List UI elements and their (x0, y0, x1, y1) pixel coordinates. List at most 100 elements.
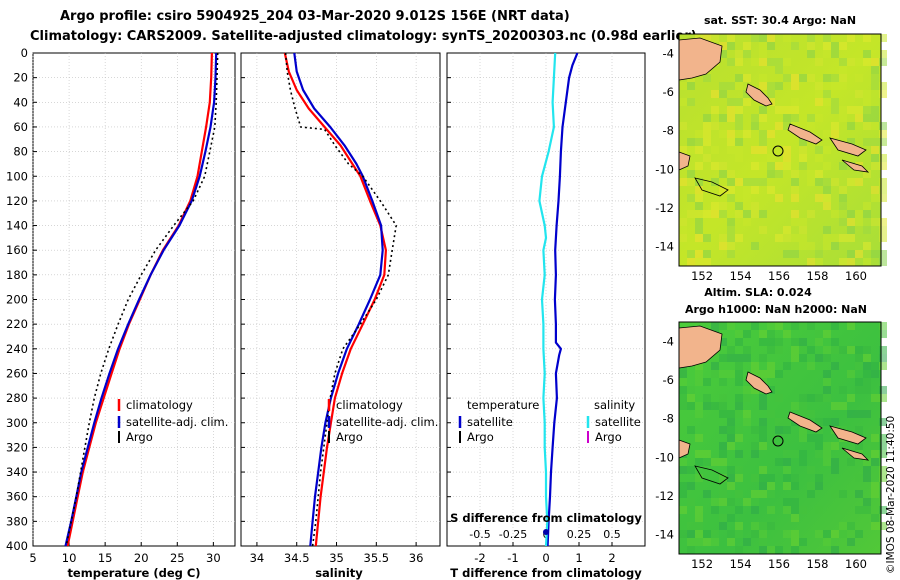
land-mass-solomons-2 (829, 137, 867, 157)
map-cell (743, 186, 751, 194)
map-cell (759, 130, 767, 138)
map-cell (791, 82, 799, 90)
map-cell (855, 178, 863, 186)
map-cell (679, 218, 687, 226)
map-cell (743, 74, 751, 82)
map-cell (815, 170, 823, 178)
map-cell (719, 130, 727, 138)
map-cell (807, 362, 815, 370)
land-mass-solomons-3 (841, 447, 870, 461)
map-cell (871, 194, 879, 202)
map-cell (735, 354, 743, 362)
map-cell (855, 354, 863, 362)
map-cell (815, 258, 823, 266)
map-cell (727, 426, 735, 434)
map-cell (719, 410, 727, 418)
map-cell (767, 370, 775, 378)
map-cell (863, 34, 871, 42)
map-cell (871, 362, 879, 370)
map-cell (767, 482, 775, 490)
map-cell (791, 514, 799, 522)
map-cell (879, 186, 887, 194)
map-cell (679, 226, 687, 234)
map-cell (871, 114, 879, 122)
map-cell (855, 218, 863, 226)
map-cell (871, 458, 879, 466)
map-cell (767, 170, 775, 178)
map-cell (815, 82, 823, 90)
map-cell (831, 530, 839, 538)
map-cell (863, 498, 871, 506)
map-cell (759, 146, 767, 154)
map-cell (871, 490, 879, 498)
map-cell (807, 466, 815, 474)
legend-s-argo-label: Argo (595, 430, 622, 444)
map-cell (791, 354, 799, 362)
map-cell (783, 458, 791, 466)
map-cell (735, 490, 743, 498)
map-cell (727, 186, 735, 194)
map-cell (679, 530, 687, 538)
map-cell (783, 362, 791, 370)
y-tick-label: 260 (6, 366, 28, 380)
map-cell (719, 458, 727, 466)
map-cell (823, 50, 831, 58)
map-cell (799, 354, 807, 362)
map-cell (695, 186, 703, 194)
map-cell (759, 114, 767, 122)
map-cell (823, 74, 831, 82)
map-cell (719, 210, 727, 218)
map-cell (679, 490, 687, 498)
map-cell (847, 394, 855, 402)
map-cell (879, 226, 887, 234)
map-cell (751, 242, 759, 250)
map-cell (743, 202, 751, 210)
x-tick-label: 10 (62, 551, 77, 565)
sla-map-tick-labels: 152 154 156 158 160 -4 -6 -8 -10 -12 -14 (655, 334, 867, 571)
map-cell (863, 226, 871, 234)
map-cell (847, 322, 855, 330)
map-cell (727, 106, 735, 114)
map-cell (735, 402, 743, 410)
map-cell (807, 242, 815, 250)
map-cell (695, 474, 703, 482)
map-cell (767, 330, 775, 338)
map-cell (719, 442, 727, 450)
map-cell (751, 490, 759, 498)
map-cell (727, 434, 735, 442)
map-cell (831, 338, 839, 346)
map-cell (703, 458, 711, 466)
legend-s-satellite-label: satellite (595, 415, 641, 429)
map-cell (799, 410, 807, 418)
map-cell (863, 106, 871, 114)
map-cell (719, 370, 727, 378)
map-cell (815, 506, 823, 514)
map-cell (751, 506, 759, 514)
salinity-xlabel: salinity (315, 566, 363, 580)
map-cell (735, 506, 743, 514)
map-cell (839, 82, 847, 90)
map-cell (775, 394, 783, 402)
map-cell (879, 138, 887, 146)
map-cell (783, 474, 791, 482)
map-cell (839, 402, 847, 410)
map-cell (719, 482, 727, 490)
y-tick-label: 200 (6, 293, 28, 307)
map-cell (855, 250, 863, 258)
map-cell (791, 218, 799, 226)
map-cell (727, 130, 735, 138)
map-cell (879, 58, 887, 66)
map-cell (679, 386, 687, 394)
map-cell (727, 442, 735, 450)
map-cell (719, 90, 727, 98)
y-tick-label: 100 (6, 169, 28, 183)
map-cell (799, 146, 807, 154)
map-cell (679, 98, 687, 106)
map-cell (847, 370, 855, 378)
map-cell (711, 146, 719, 154)
x-tick-label: -1 (507, 551, 518, 565)
map-cell (863, 466, 871, 474)
map-cell (759, 338, 767, 346)
map-cell (831, 458, 839, 466)
